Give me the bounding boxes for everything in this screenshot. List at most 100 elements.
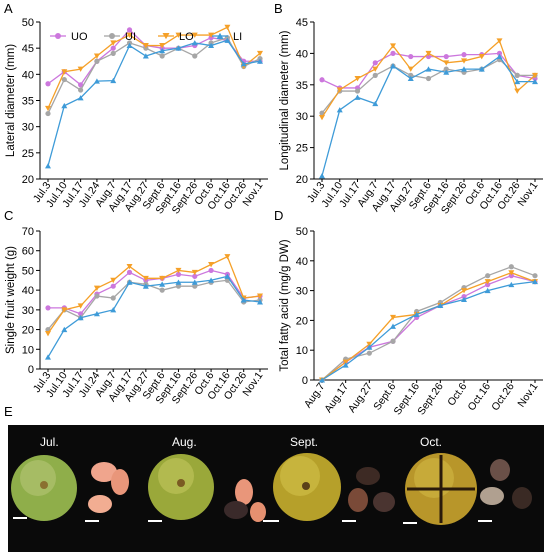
scale-bar-aug-fruit xyxy=(148,520,162,522)
data-point-lo xyxy=(142,275,149,282)
series-line-li xyxy=(47,39,261,167)
data-point-li xyxy=(93,78,100,84)
y-tick-label: 35 xyxy=(296,80,308,92)
legend-label-li: LI xyxy=(233,31,242,43)
data-point-li xyxy=(175,279,182,285)
x-tick-label: Oct.16 xyxy=(466,381,494,413)
data-point-ui xyxy=(390,338,396,344)
data-point-lo xyxy=(208,32,215,38)
y-tick-label: 10 xyxy=(22,344,34,356)
data-point-uo xyxy=(319,77,325,83)
data-point-ui xyxy=(425,75,432,82)
data-point-li xyxy=(319,173,325,179)
data-point-uo xyxy=(192,273,198,279)
data-point-uo xyxy=(443,53,449,60)
data-point-li xyxy=(142,53,149,59)
data-point-ui xyxy=(175,283,182,289)
data-point-lo xyxy=(126,32,133,38)
data-point-uo xyxy=(390,50,396,57)
photo-label-sept: Sept. xyxy=(290,435,318,449)
y-axis-title: Single fruit weight (g) xyxy=(5,246,17,354)
data-point-lo xyxy=(110,40,117,46)
series-line-lo xyxy=(47,255,261,334)
y-tick-label: 20 xyxy=(296,315,308,327)
y-axis-title: Total fatty acid (mg/g DW) xyxy=(279,239,291,371)
x-tick-label: Nov.1 xyxy=(515,180,540,209)
data-point-li xyxy=(126,279,133,285)
data-point-li xyxy=(224,273,231,279)
data-point-lo xyxy=(61,307,68,313)
data-point-uo xyxy=(485,282,491,288)
data-point-li xyxy=(224,37,231,43)
data-point-li xyxy=(390,323,396,329)
scale-bar-oct-seed xyxy=(478,520,492,522)
data-point-ui xyxy=(94,293,100,299)
data-point-lo xyxy=(77,303,84,309)
data-point-ui xyxy=(443,66,449,72)
series-line-li xyxy=(321,55,535,177)
data-point-lo xyxy=(354,76,361,82)
y-tick-label: 45 xyxy=(296,17,308,29)
data-point-lo xyxy=(478,54,485,60)
y-tick-label: 45 xyxy=(22,43,34,55)
y-tick-label: 40 xyxy=(22,285,34,297)
data-point-li xyxy=(175,45,182,51)
data-point-lo xyxy=(390,314,396,321)
data-point-li xyxy=(240,297,247,303)
data-point-li xyxy=(461,66,467,72)
x-tick-label: Oct.26 xyxy=(489,381,517,413)
seed-sept-3 xyxy=(373,492,395,512)
data-point-lo xyxy=(461,58,467,64)
legend-marker-li xyxy=(216,32,224,39)
data-point-lo xyxy=(110,277,117,284)
legend-marker-ui xyxy=(109,33,115,39)
data-point-uo xyxy=(508,273,514,279)
data-point-uo xyxy=(45,305,51,311)
legend-label-uo: UO xyxy=(71,31,88,43)
data-point-lo xyxy=(77,66,84,72)
x-tick-label: Nov.1 xyxy=(515,381,540,410)
seed-aug-3 xyxy=(250,502,266,522)
seed-aug-1 xyxy=(235,479,253,505)
legend-marker-uo xyxy=(55,33,61,39)
y-axis-title: Longitudinal diameter (mm) xyxy=(279,30,291,170)
data-point-lo xyxy=(532,72,538,79)
scale-bar-sept-fruit xyxy=(265,520,279,522)
data-point-lo xyxy=(175,267,182,274)
data-point-uo xyxy=(496,50,503,57)
data-point-li xyxy=(437,302,444,308)
photo-label-aug: Aug. xyxy=(172,435,197,449)
data-point-li xyxy=(425,66,432,72)
data-point-lo xyxy=(175,32,182,38)
data-point-ui xyxy=(366,350,372,356)
data-point-ui xyxy=(45,110,51,117)
data-point-lo xyxy=(142,43,149,49)
data-point-li xyxy=(159,47,166,54)
data-point-li xyxy=(257,299,263,305)
seed-oct-1 xyxy=(490,459,510,481)
y-tick-label: 35 xyxy=(22,96,34,108)
legend: UO UI LO LI xyxy=(50,31,242,43)
fruit-aug-highlight xyxy=(158,458,194,494)
fruit-aug-calyx xyxy=(177,479,185,487)
data-point-li xyxy=(77,314,84,321)
data-point-lo xyxy=(342,359,349,365)
data-point-uo xyxy=(461,293,467,300)
data-point-li xyxy=(61,326,68,333)
data-point-li xyxy=(372,100,379,107)
panel-label-e: E xyxy=(4,404,13,419)
series-line-ui xyxy=(321,266,536,381)
series-line-uo xyxy=(47,28,260,86)
legend-marker-lo xyxy=(162,33,170,40)
data-point-lo xyxy=(93,53,100,59)
data-point-li xyxy=(354,94,361,100)
data-point-ui xyxy=(78,87,84,93)
data-point-li xyxy=(159,281,166,287)
data-point-li xyxy=(45,354,51,360)
panel-label-b: B xyxy=(274,1,283,16)
panel-label-a: A xyxy=(4,1,13,16)
data-point-lo xyxy=(45,105,51,112)
data-point-li xyxy=(461,296,467,303)
fruit-jul-calyx xyxy=(40,481,48,489)
